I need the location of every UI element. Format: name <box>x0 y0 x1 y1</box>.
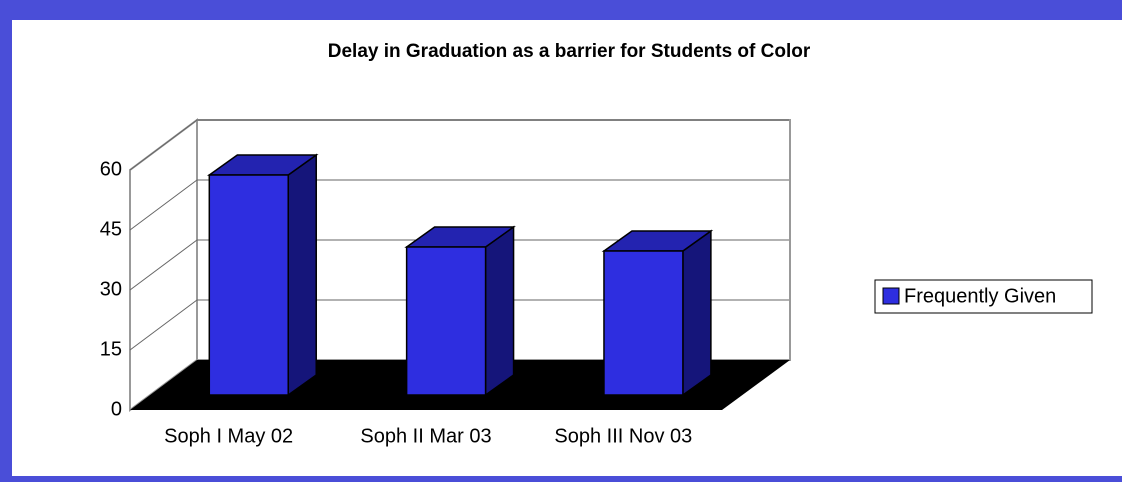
bar <box>601 229 714 397</box>
bar-front <box>405 246 487 396</box>
legend-swatch <box>882 287 900 305</box>
legend <box>874 279 1093 314</box>
y-tick-label: 15 <box>100 338 122 360</box>
grid-line <box>129 299 198 351</box>
bar-front <box>208 174 289 396</box>
bar-front <box>603 250 684 396</box>
bar-side <box>484 225 515 397</box>
bar <box>206 153 319 397</box>
x-tick-label: Soph I May 02 <box>164 425 293 447</box>
y-tick-label: 30 <box>100 278 122 300</box>
y-tick-label: 45 <box>100 218 122 240</box>
bar <box>404 225 516 397</box>
x-tick-label: Soph II Mar 03 <box>360 425 491 447</box>
y-tick-label: 0 <box>111 398 122 420</box>
y-tick-label: 60 <box>100 158 122 180</box>
grid-line <box>129 239 198 291</box>
x-tick-label: Soph III Nov 03 <box>554 425 692 447</box>
chart-title: Delay in Graduation as a barrier for Stu… <box>328 41 811 62</box>
bar-side <box>682 229 712 397</box>
grid-line <box>129 179 198 231</box>
legend-label: Frequently Given <box>904 285 1056 307</box>
bar-side <box>287 153 317 397</box>
grid-line <box>129 119 198 171</box>
